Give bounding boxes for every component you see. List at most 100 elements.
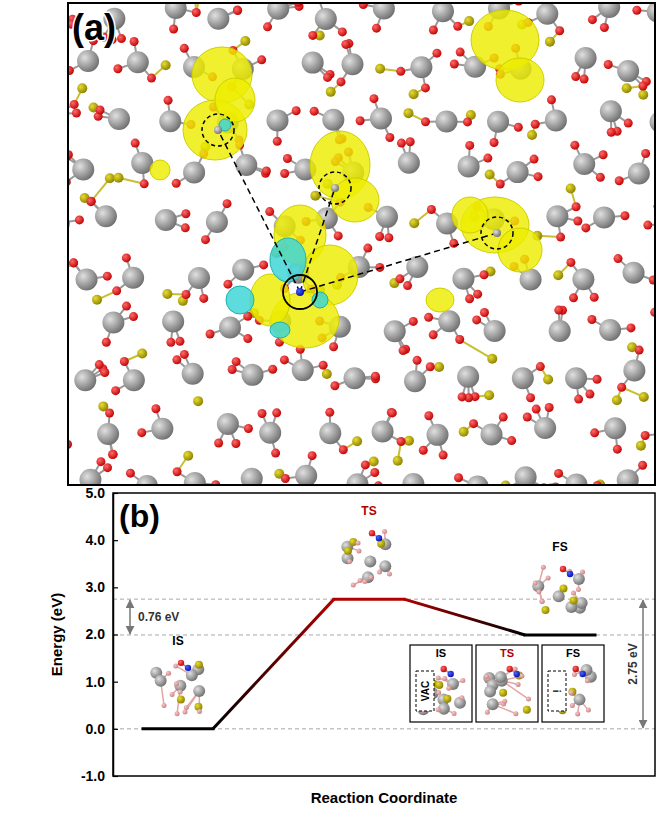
oxygen-atom [334, 231, 343, 240]
dopant-atom [369, 457, 379, 467]
oxygen-atom [547, 95, 556, 104]
metal-atom [575, 47, 597, 69]
oxygen-atom [387, 571, 392, 576]
metal-atom [214, 126, 222, 134]
metal-atom [206, 211, 228, 233]
oxygen-atom [105, 409, 114, 418]
y-axis-title: Energy (eV) [48, 593, 65, 676]
panel-label: (a) [72, 7, 116, 48]
panel-a-frame [68, 3, 655, 485]
oxygen-atom [308, 451, 317, 460]
y-tick-mark [113, 587, 118, 588]
oxygen-atom [424, 313, 433, 322]
oxygen-atom [137, 428, 146, 437]
metal-atom [362, 571, 374, 583]
oxygen-atom [570, 703, 575, 708]
oxygen-atom [175, 711, 180, 716]
metal-atom [319, 422, 341, 444]
metal-atom [598, 3, 620, 18]
atoms [68, 3, 655, 485]
dopant-atom [409, 89, 419, 99]
oxygen-atom [181, 223, 190, 232]
oxygen-atom [533, 581, 538, 586]
dopant-atom [622, 83, 632, 93]
oxygen-atom [572, 202, 581, 211]
structure [341, 529, 392, 587]
oxygen-atom [638, 461, 647, 470]
oxygen-atom [397, 139, 406, 148]
oxygen-atom [516, 682, 521, 687]
oxygen-atom [233, 5, 242, 14]
metal-atom [484, 685, 496, 697]
oxygen-atom [585, 678, 590, 683]
oxygen-atom [371, 372, 380, 381]
oxygen-atom [421, 117, 430, 126]
metal-atom [402, 473, 424, 485]
dopant-atom [352, 436, 362, 446]
oxygen-atom [581, 223, 590, 232]
oxygen-atom [170, 692, 175, 697]
dopant-atom [523, 706, 531, 714]
y-axis: -1.00.01.02.03.04.05.0 [81, 485, 118, 784]
metal-atom [165, 3, 187, 19]
oxygen-atom [632, 6, 641, 15]
oxygen-atom [575, 711, 580, 716]
oxygen-atom [173, 663, 178, 668]
metal-atom [74, 369, 96, 391]
panel-a: (a) [37, 0, 661, 512]
defect-atom [296, 288, 304, 296]
oxygen-atom [319, 361, 328, 370]
oxygen-atom [473, 290, 482, 299]
oxygen-atom [265, 207, 274, 216]
oxygen-atom [574, 395, 583, 404]
oxygen-atom [347, 559, 352, 564]
oxygen-atom [556, 233, 565, 242]
oxygen-atom [536, 589, 541, 594]
oxygen-atom [453, 22, 462, 31]
metal-atom [467, 475, 489, 485]
metal-atom [495, 671, 507, 683]
oxygen-atom [641, 431, 650, 440]
panel-b: ISTSFSISVACTSFS!0.76 eV2.75 eV-1.00.01.0… [48, 485, 655, 806]
adsorbate-atom [567, 571, 573, 577]
dopant-atom [566, 183, 576, 193]
oxygen-atom [554, 469, 563, 478]
solid-circle [283, 275, 317, 309]
metal-atom [184, 472, 206, 485]
oxygen-atom [499, 413, 508, 422]
oxygen-atom [496, 180, 505, 189]
dopant-atom [322, 369, 332, 379]
reference-line [113, 728, 655, 729]
oxygen-atom [325, 408, 334, 417]
oxygen-atom [513, 666, 518, 671]
dopant-atom [344, 547, 352, 555]
oxygen-atom [531, 120, 540, 129]
oxygen-atom [122, 253, 131, 262]
metal-atom [155, 209, 177, 231]
oxygen-atom [614, 254, 623, 263]
oxygen-atom [460, 678, 465, 683]
oxygen-atom [131, 139, 140, 148]
oxygen-atom [571, 591, 576, 596]
metal-atom [600, 100, 622, 122]
structure-image [68, 3, 655, 485]
oxygen-atom [268, 365, 277, 374]
oxygen-atom [421, 83, 430, 92]
energy-arrow [129, 600, 131, 634]
oxygen-atom [439, 451, 448, 460]
oxygen-atom [231, 439, 240, 448]
oxygen-atom [166, 338, 175, 347]
metal-atom [493, 229, 501, 237]
oxygen-atom [483, 154, 492, 163]
oxygen-atom [388, 408, 397, 417]
oxygen-atom [600, 23, 609, 32]
dashed-circle [481, 217, 513, 249]
metal-atom [155, 675, 167, 687]
adsorbate-atom [580, 671, 586, 677]
oxygen-atom [273, 137, 282, 146]
dopant-atom [435, 681, 443, 689]
oxygen-atom [638, 81, 647, 90]
oxygen-atom [615, 176, 624, 185]
energy-annotation: 2.75 eV [626, 643, 640, 684]
metal-atom [565, 367, 587, 389]
